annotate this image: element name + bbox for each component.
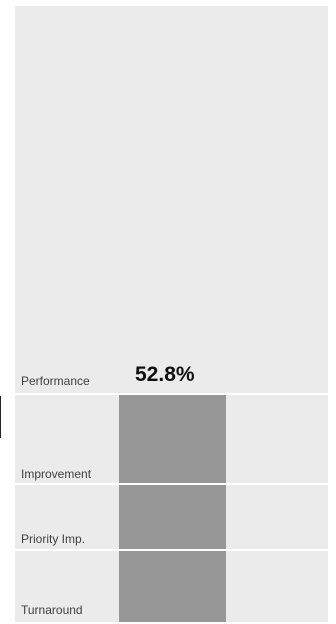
left-edge-marker <box>0 396 1 438</box>
performance-label: Performance <box>21 374 90 388</box>
priority-imp-bar <box>119 485 226 549</box>
row-separator <box>15 393 328 395</box>
performance-area <box>15 6 328 393</box>
metrics-panel: Performance 52.8% Improvement Priority I… <box>15 6 328 622</box>
row-separator <box>15 549 328 551</box>
row-separator <box>15 483 328 485</box>
priority-imp-label: Priority Imp. <box>21 532 86 546</box>
turnaround-bar <box>119 551 226 622</box>
improvement-bar <box>119 395 226 483</box>
turnaround-row: Turnaround <box>15 551 328 622</box>
priority-imp-row: Priority Imp. <box>15 485 328 549</box>
improvement-row: Improvement <box>15 395 328 483</box>
performance-value: 52.8% <box>135 363 195 386</box>
improvement-label: Improvement <box>21 467 92 481</box>
turnaround-label: Turnaround <box>21 603 83 617</box>
